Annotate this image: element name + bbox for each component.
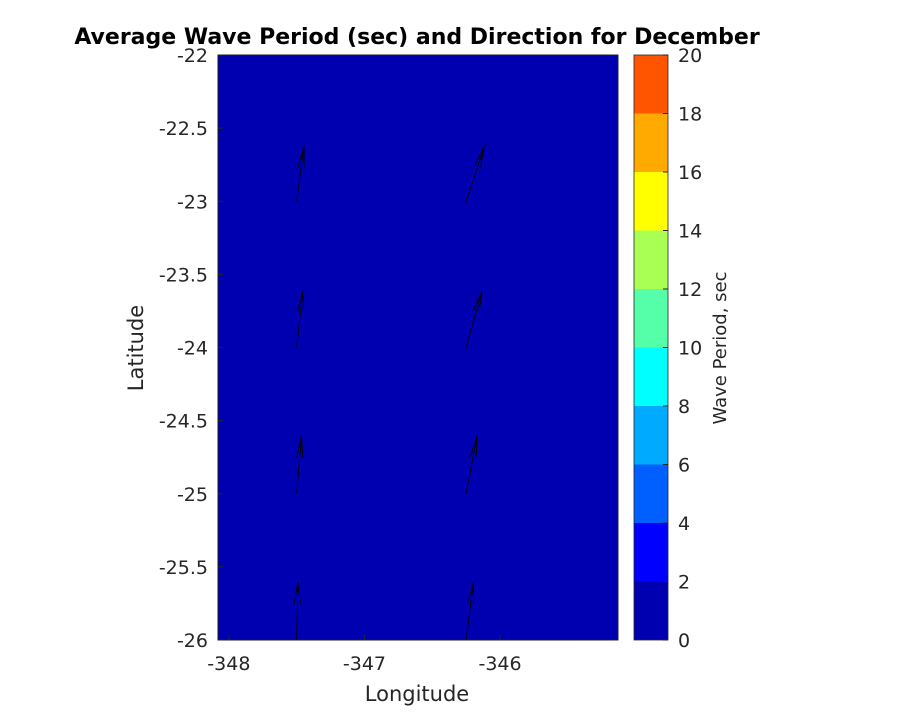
quiver-arrow — [465, 290, 483, 348]
colorbar-tick-label: 14 — [678, 221, 702, 243]
y-tick-label: -22.5 — [159, 118, 208, 140]
y-tick-label: -24 — [177, 338, 208, 360]
colorbar-segment — [634, 347, 668, 406]
colorbar-segment — [634, 523, 668, 582]
y-tick-label: -25.5 — [159, 557, 208, 579]
quiver-arrow — [296, 435, 304, 494]
colorbar-segment — [634, 289, 668, 348]
y-axis: -22 -22.5 -23 -23.5 -24 -24.5 -25 -25.5 -26 — [159, 45, 223, 652]
y-tick-label: -26 — [177, 630, 208, 652]
colorbar: 0 2 4 6 8 10 12 14 16 18 20 — [633, 45, 702, 652]
quiver-arrow — [465, 145, 485, 202]
colorbar-segment — [634, 55, 668, 114]
quiver-arrow — [465, 581, 475, 641]
colorbar-segment — [634, 113, 668, 172]
chart-title: Average Wave Period (sec) and Direction … — [74, 25, 760, 50]
colorbar-segment — [634, 172, 668, 231]
quiver-arrow — [293, 582, 301, 641]
y-tick-label: -22 — [177, 45, 208, 67]
x-tick-label: -346 — [478, 653, 521, 675]
plot-area — [217, 54, 619, 641]
colorbar-segment — [634, 464, 668, 523]
y-tick-label: -24.5 — [159, 411, 208, 433]
quiver-arrow — [296, 145, 305, 202]
y-tick-label: -25 — [177, 484, 208, 506]
colorbar-tick-label: 20 — [678, 45, 702, 67]
colorbar-tick-label: 12 — [678, 279, 702, 301]
y-tick-label: -23.5 — [159, 264, 208, 286]
colorbar-segment — [634, 230, 668, 289]
y-axis-label: Latitude — [124, 305, 148, 391]
x-axis: -348 -347 -346 — [207, 635, 522, 675]
colorbar-tick-label: 16 — [678, 162, 702, 184]
colorbar-tick-label: 4 — [678, 513, 690, 535]
x-axis-label: Longitude — [365, 682, 469, 706]
colorbar-segment — [634, 406, 668, 465]
colorbar-tick-label: 10 — [678, 338, 702, 360]
x-tick-label: -347 — [343, 653, 386, 675]
colorbar-tick-label: 18 — [678, 104, 702, 126]
quiver-arrow — [296, 290, 304, 348]
colorbar-tick-label: 6 — [678, 455, 690, 477]
colorbar-label: Wave Period, sec — [710, 271, 731, 424]
colorbar-segment — [634, 581, 668, 640]
contour-region-5 — [217, 54, 619, 641]
colorbar-tick-label: 8 — [678, 396, 690, 418]
x-tick-label: -348 — [207, 653, 250, 675]
colorbar-tick-label: 0 — [678, 630, 690, 652]
y-tick-label: -23 — [177, 191, 208, 213]
colorbar-tick-label: 2 — [678, 572, 690, 594]
quiver-arrow — [465, 435, 478, 494]
